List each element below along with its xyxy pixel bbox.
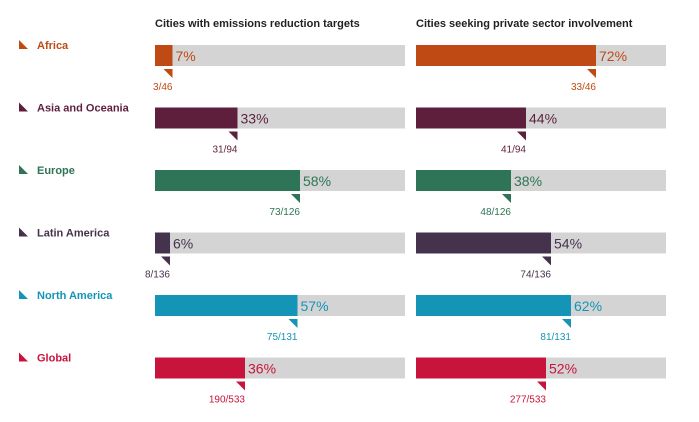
region-label: Asia and Oceania: [37, 103, 130, 115]
pointer-icon: [537, 381, 546, 391]
pointer-icon: [163, 69, 173, 78]
pointer-icon: [288, 319, 298, 328]
pointer-icon: [228, 131, 238, 141]
percent-label: 7%: [176, 48, 196, 64]
region-label: Global: [37, 353, 71, 365]
column-title-2: Cities seeking private sector involvemen…: [416, 18, 633, 30]
pointer-icon: [562, 319, 571, 328]
pointer-icon: [502, 194, 511, 203]
bar-global-col2: [416, 357, 546, 379]
bar-track: [155, 232, 405, 254]
bar-africa-col1: [155, 45, 173, 66]
percent-label: 72%: [599, 48, 627, 64]
pointer-icon: [161, 256, 170, 266]
region-label: Latin America: [37, 228, 110, 240]
region-row-latin-america: Latin America 6% 8/136 54% 74/136: [19, 227, 666, 281]
bar-europe-col2: [416, 170, 511, 191]
region-label: North America: [37, 290, 113, 302]
region-label: Europe: [37, 165, 75, 177]
bar-europe-col1: [155, 170, 300, 191]
count-label: 3/46: [153, 82, 173, 93]
count-label: 73/126: [269, 207, 300, 218]
count-label: 33/46: [571, 82, 596, 93]
count-label: 75/131: [267, 332, 298, 343]
column-title-1: Cities with emissions reduction targets: [155, 18, 360, 30]
bar-north-america-col1: [155, 295, 298, 316]
region-marker-icon: [19, 227, 28, 237]
count-label: 8/136: [145, 270, 170, 281]
bar-track: [155, 45, 405, 66]
region-row-asia-and-oceania: Asia and Oceania 33% 31/94 44% 41/94: [19, 102, 666, 156]
percent-label: 58%: [303, 173, 331, 189]
percent-label: 62%: [574, 298, 602, 314]
count-label: 31/94: [212, 145, 237, 156]
region-row-africa: Africa 7% 3/46 72% 33/46: [19, 40, 666, 93]
region-row-europe: Europe 58% 73/126 38% 48/126: [19, 165, 666, 218]
bar-latin-america-col2: [416, 232, 551, 254]
bar-asia-and-oceania-col1: [155, 107, 238, 129]
bar-global-col1: [155, 357, 245, 379]
percent-label: 38%: [514, 173, 542, 189]
count-label: 48/126: [480, 207, 511, 218]
region-marker-icon: [19, 165, 28, 174]
bar-asia-and-oceania-col2: [416, 107, 526, 129]
bar-latin-america-col1: [155, 232, 170, 254]
region-row-global: Global 36% 190/533 52% 277/533: [19, 352, 666, 406]
percent-label: 54%: [554, 236, 582, 252]
percent-label: 57%: [301, 298, 329, 314]
pointer-icon: [587, 69, 596, 78]
percent-label: 44%: [529, 111, 557, 127]
pointer-icon: [517, 131, 526, 141]
count-label: 41/94: [501, 145, 526, 156]
region-row-north-america: North America 57% 75/131 62% 81/131: [19, 290, 666, 343]
count-label: 190/533: [209, 395, 246, 406]
percent-label: 52%: [549, 361, 577, 377]
percent-label: 36%: [248, 361, 276, 377]
percent-label: 33%: [241, 111, 269, 127]
count-label: 277/533: [510, 395, 547, 406]
bar-north-america-col2: [416, 295, 571, 316]
pointer-icon: [291, 194, 300, 203]
percent-label: 6%: [173, 236, 193, 252]
region-marker-icon: [19, 102, 28, 112]
bar-africa-col2: [416, 45, 596, 66]
pointer-icon: [236, 381, 245, 391]
count-label: 74/136: [520, 270, 551, 281]
region-label: Africa: [37, 40, 69, 52]
region-marker-icon: [19, 352, 28, 362]
pointer-icon: [542, 256, 551, 266]
region-marker-icon: [19, 290, 28, 299]
region-marker-icon: [19, 40, 28, 49]
count-label: 81/131: [540, 332, 571, 343]
